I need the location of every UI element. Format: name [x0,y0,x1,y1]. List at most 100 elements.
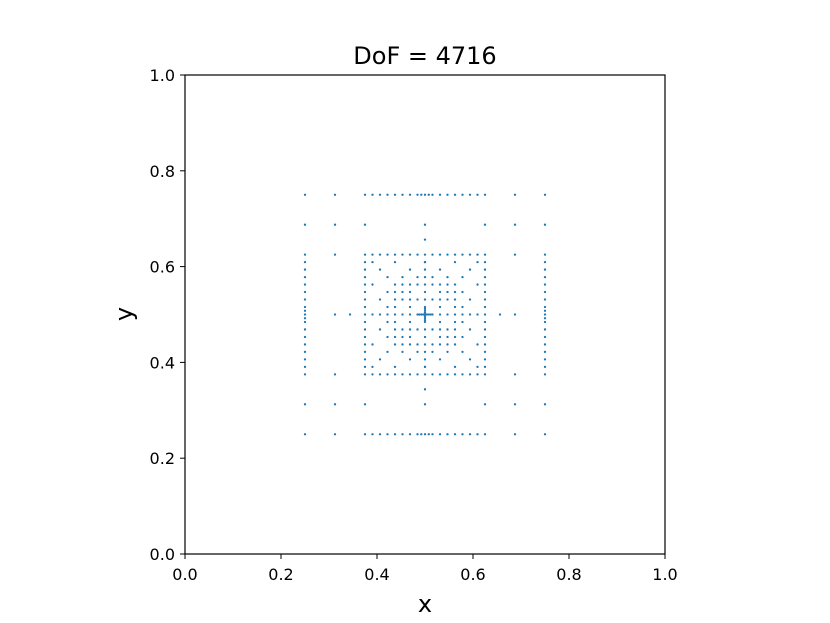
data-point [543,350,547,354]
y-tick-label: 0.2 [150,449,175,468]
x-tick-label: 0.2 [268,565,293,584]
data-point [543,403,547,406]
data-point [303,193,307,196]
data-point [476,365,479,369]
data-point [483,373,487,376]
data-point [401,350,404,354]
data-point [416,193,419,196]
data-point [363,283,367,286]
data-point [408,290,412,294]
data-point [423,318,427,322]
data-point [401,313,404,316]
data-point [453,328,457,331]
data-point [438,358,442,361]
data-point [303,365,307,369]
x-tick-label: 0.4 [364,565,389,584]
data-point [333,223,337,226]
data-point [543,298,547,301]
data-point [401,283,404,286]
data-point [476,253,479,256]
data-point [461,335,464,339]
data-point [438,433,442,436]
data-point [461,253,464,256]
data-point [423,268,427,271]
data-point [483,365,487,369]
data-point [408,298,412,301]
data-point [303,328,307,331]
data-point [483,268,487,271]
axes-frame [184,74,666,555]
data-point [303,305,307,309]
data-point [333,253,337,256]
data-point [393,373,397,376]
data-point [543,290,547,294]
data-point [423,275,427,279]
data-point [483,320,487,324]
data-point [423,238,427,241]
data-point [513,223,517,226]
data-point [393,365,397,369]
data-point [371,433,374,436]
data-point [386,373,389,376]
data-point [401,253,404,256]
data-point [348,313,352,316]
data-point [453,343,457,346]
data-point [393,290,397,294]
data-point [333,403,337,406]
data-point [363,290,367,294]
data-point [423,317,427,320]
data-point [543,283,547,286]
data-point [378,373,382,376]
data-point [483,275,487,279]
data-point [401,328,404,331]
data-point [423,253,427,256]
data-point [363,298,367,301]
data-point [408,283,412,286]
data-point [423,193,427,196]
data-point [461,275,464,279]
data-point [446,350,449,354]
data-point [363,365,367,369]
data-point [416,373,419,376]
data-point [423,223,427,226]
data-point [543,193,547,196]
data-point [363,305,367,309]
data-point [408,193,412,196]
data-point [408,433,412,436]
data-point [303,317,307,320]
data-point [423,313,427,316]
data-point [483,313,487,316]
data-point [543,309,547,312]
y-axis-label: y [110,307,138,321]
data-point [408,268,412,271]
data-point [446,328,449,331]
data-point [453,365,457,369]
data-point [431,343,434,346]
data-point [453,433,457,436]
data-point [303,268,307,271]
data-point [476,373,479,376]
data-point [543,373,547,376]
data-point [461,350,464,354]
data-point [429,313,432,316]
data-point [468,373,472,376]
data-point [371,283,374,286]
y-axis-ticks: 0.0 0.2 0.4 0.6 0.8 1.0 [150,66,185,564]
data-point [446,193,449,196]
data-point [363,223,367,226]
data-point [468,358,472,361]
data-point [483,328,487,331]
x-axis-label: x [418,590,432,618]
data-point [416,253,419,256]
data-point [431,193,434,196]
data-point [543,223,547,226]
data-point [431,373,434,376]
data-point [446,313,449,316]
data-point [453,290,457,294]
data-point [393,283,397,286]
data-point [453,320,457,324]
data-point [423,311,427,314]
data-point [386,433,389,436]
data-point [303,373,307,376]
y-tick-label: 0.6 [150,258,175,277]
